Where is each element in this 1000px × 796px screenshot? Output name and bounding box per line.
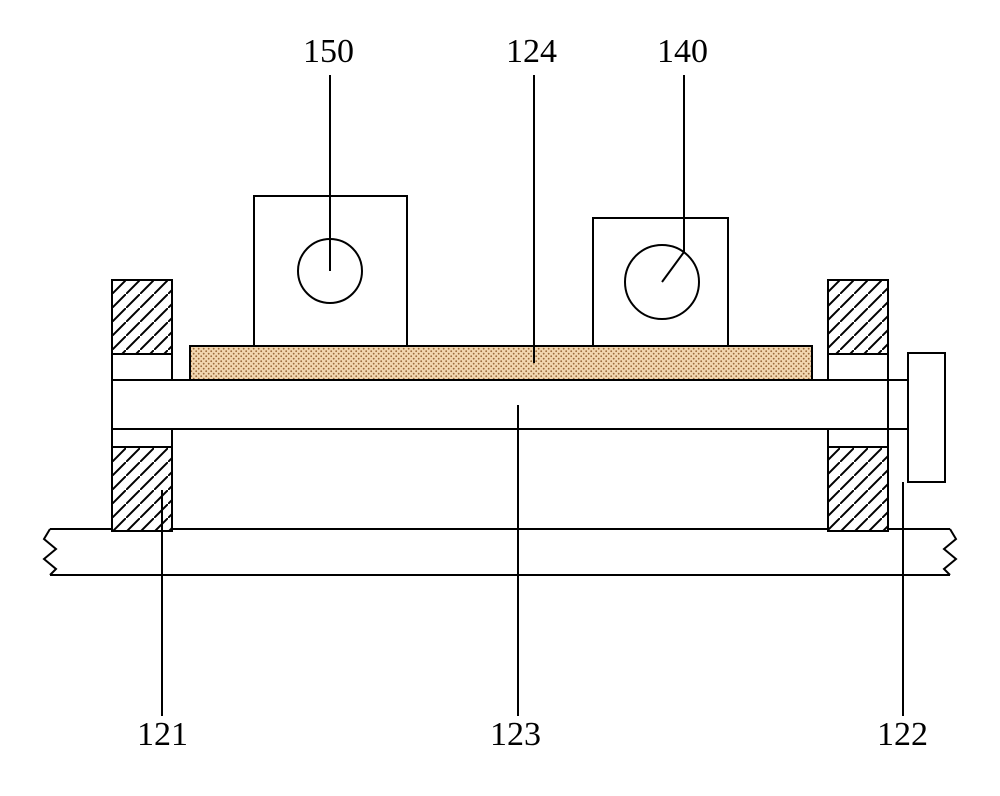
coating-plate-124: [190, 346, 812, 380]
label-150: 150: [303, 33, 354, 70]
block-140: [593, 218, 728, 346]
label-122: 122: [877, 716, 928, 753]
actuator-122: [888, 353, 945, 482]
label-121: 121: [137, 716, 188, 753]
label-124: 124: [506, 33, 557, 70]
shaft-123: [112, 380, 920, 429]
diagram-canvas: 150 124 140 121 123 122: [0, 0, 1000, 796]
base-rail: [44, 529, 956, 575]
label-123: 123: [490, 716, 541, 753]
label-140: 140: [657, 33, 708, 70]
